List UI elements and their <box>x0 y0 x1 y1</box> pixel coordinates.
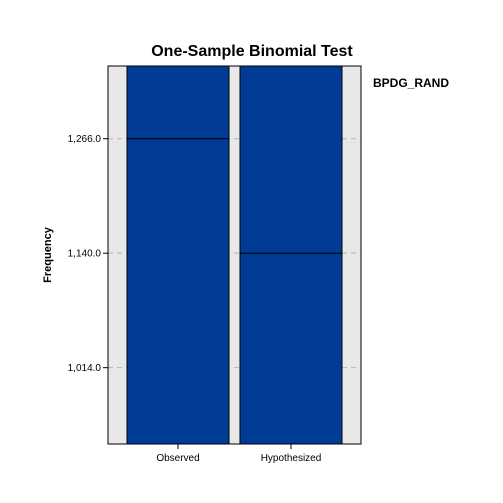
y-axis: 1,014.0 1,140.0 1,266.0 <box>68 134 108 374</box>
bar-observed <box>126 65 230 445</box>
legend-label: BPDG_RAND <box>373 76 449 90</box>
y-tick-label: 1,014.0 <box>68 363 102 374</box>
x-axis: Observed Hypothesized <box>156 444 321 464</box>
reference-lines <box>127 138 342 254</box>
x-category-label: Observed <box>156 453 199 464</box>
x-category-label: Hypothesized <box>261 453 322 464</box>
y-tick-label: 1,140.0 <box>68 249 102 260</box>
bars <box>126 65 343 445</box>
bar-hypothesized <box>239 65 343 445</box>
y-axis-label: Frequency <box>42 226 54 283</box>
y-tick-label: 1,266.0 <box>68 134 102 145</box>
chart-title: One-Sample Binomial Test <box>151 43 353 60</box>
